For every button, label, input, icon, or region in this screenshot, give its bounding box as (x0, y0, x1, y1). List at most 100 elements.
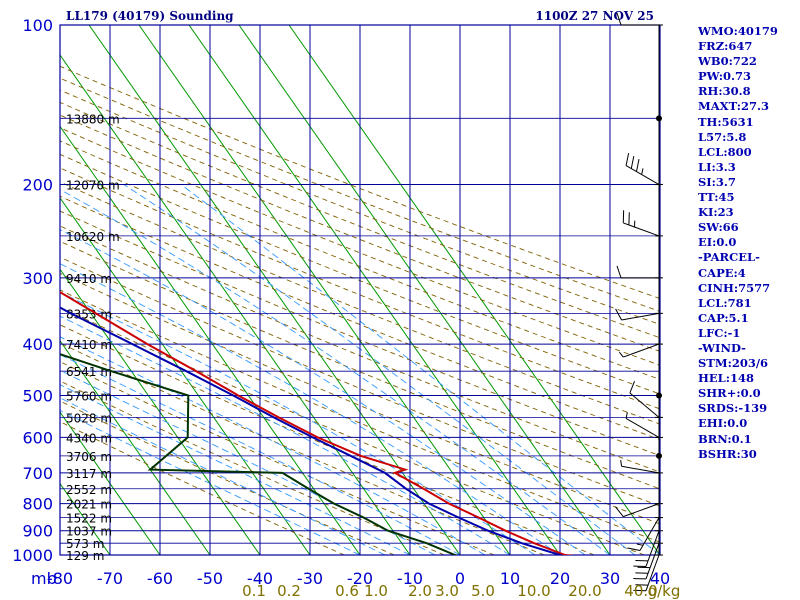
wind-barb (616, 12, 663, 26)
wind-barb-flag (615, 506, 624, 517)
wind-barb-half (636, 543, 644, 546)
isotherm-line (238, 25, 611, 555)
chart-time-label: 1100Z 27 NOV 25 (535, 9, 654, 23)
wind-barb (625, 412, 663, 438)
wind-barb-staff (645, 543, 660, 580)
wind-barb (656, 392, 662, 399)
stat-item: CAPE:4 (698, 265, 746, 280)
wind-barb-half (625, 412, 628, 419)
stat-item: KI:23 (698, 205, 734, 220)
temperature-tick-label: 30 (600, 569, 620, 588)
wind-barb (633, 542, 663, 580)
pressure-axis-labels: 100 200 300 400 500 600 700 800 900 1000 mb (12, 16, 56, 588)
moist-adiabat-line (60, 263, 561, 555)
stat-item: FRZ:647 (698, 39, 753, 54)
stat-item: MAXT:27.3 (698, 99, 769, 114)
isotherm-line (188, 25, 561, 555)
wind-barb (615, 503, 663, 518)
height-label: 2552 m (66, 483, 112, 497)
wind-barb-staff (623, 222, 660, 237)
wind-barbs (615, 12, 663, 592)
pressure-tick-label: 800 (22, 495, 53, 514)
stat-item: WB0:722 (698, 54, 757, 69)
temperature-tick-label: -20 (347, 569, 373, 588)
wind-barb (622, 210, 663, 237)
wind-barb-staff (621, 465, 660, 474)
stat-item: SRDS:-139 (698, 401, 768, 416)
wind-barb-flag (635, 159, 640, 172)
wind-barb-staff (623, 343, 660, 358)
wind-barb-staff (623, 503, 660, 518)
wind-barb-staff (645, 554, 660, 591)
stat-item: CINH:7577 (698, 280, 771, 295)
stat-item: LFC:-1 (698, 325, 741, 340)
wind-barb (625, 153, 663, 186)
isotherm-line (60, 125, 361, 555)
isotherm-line (138, 25, 511, 555)
pressure-tick-label: 400 (22, 335, 53, 354)
mixing-ratio-label: 10.0 (517, 582, 550, 600)
height-label: 3117 m (66, 467, 112, 481)
temperature-tick-label: -70 (97, 569, 123, 588)
wind-barb-staff (625, 165, 660, 185)
wind-barb (629, 381, 663, 418)
stat-item: TH:5631 (698, 114, 754, 129)
stat-item: BSHR:30 (698, 446, 757, 461)
stat-item: PW:0.73 (698, 69, 752, 84)
wind-barb-half (620, 459, 623, 467)
stat-item: CAP:5.1 (698, 310, 749, 325)
wind-barb (618, 343, 663, 358)
wind-barb-flag (625, 153, 630, 166)
temperature-tick-label: 0 (455, 569, 465, 588)
pressure-tick-label: 700 (22, 464, 53, 483)
isotherm-lines (60, 25, 660, 555)
wind-barb-flag (616, 265, 622, 279)
isotherm-line (288, 25, 660, 555)
wind-barb (633, 554, 663, 592)
height-label: 9410 m (66, 272, 112, 286)
stat-item: SI:3.7 (698, 174, 736, 189)
stat-item: -PARCEL- (698, 250, 760, 265)
sounding-traces (60, 290, 575, 555)
height-label: 4340 m (66, 431, 112, 445)
mixing-ratio-label: 0.6 (335, 582, 359, 600)
stat-item: L57:5.8 (698, 129, 747, 144)
pressure-tick-label: 200 (22, 176, 53, 195)
height-label: 3706 m (66, 450, 112, 464)
height-label: 2021 m (66, 498, 112, 512)
stat-item: SHR+:0.0 (698, 386, 761, 401)
stat-item: BRN:0.1 (698, 431, 752, 446)
calm-wind-dot (656, 452, 662, 459)
wind-barb-flag (630, 156, 635, 169)
wind-barb-staff (645, 530, 660, 567)
isotherm-line (60, 196, 311, 555)
stat-item: TT:45 (698, 190, 735, 205)
wind-barb (627, 517, 663, 551)
calm-wind-dot (656, 115, 662, 122)
height-label: 129 m (66, 549, 104, 563)
height-label: 6541 m (66, 365, 112, 379)
height-label: 7410 m (66, 338, 112, 352)
wind-barb-half (641, 168, 644, 175)
wind-barb (615, 308, 663, 321)
moist-adiabat-line (123, 184, 636, 555)
sounding-trace (60, 290, 575, 555)
wind-barb-staff (639, 517, 660, 551)
wind-barb-staff (621, 312, 660, 321)
pressure-unit-label: mb (31, 569, 57, 588)
stat-item: EI:0.0 (698, 235, 737, 250)
mixing-ratio-label: 1.0 (364, 582, 388, 600)
stats-panel: WMO:40179 FRZ:647 WB0:722 PW:0.73 RH:30.8 MAX… (698, 24, 778, 462)
temperature-tick-label: -60 (147, 569, 173, 588)
wind-barb-flag (629, 381, 636, 394)
temperature-tick-label: 20 (550, 569, 570, 588)
moist-adiabat-line (60, 291, 536, 555)
height-label: 13880 m (66, 112, 120, 126)
pressure-tick-label: 600 (22, 428, 53, 447)
chart-station-title: LL179 (40179) Sounding (66, 9, 234, 23)
stat-item: EHI:0.0 (698, 416, 748, 431)
pressure-tick-label: 900 (22, 522, 53, 541)
height-label: 5028 m (66, 411, 112, 425)
pressure-grid (59, 24, 661, 556)
